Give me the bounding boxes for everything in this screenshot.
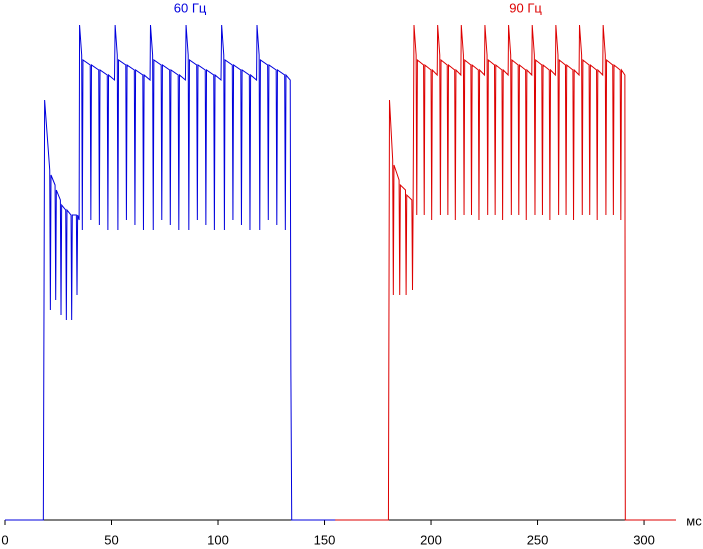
- x-tick-label: 150: [314, 532, 336, 547]
- x-tick-label: 100: [207, 532, 229, 547]
- x-axis-label: мс: [686, 513, 702, 528]
- x-tick-label: 300: [633, 532, 655, 547]
- x-tick-label: 50: [104, 532, 118, 547]
- series-line: [5, 24, 336, 521]
- x-tick-label: 200: [420, 532, 442, 547]
- x-tick-label: 250: [527, 532, 549, 547]
- series-label: 90 Гц: [509, 0, 542, 15]
- series-label: 60 Гц: [174, 0, 207, 15]
- x-tick-label: 0: [1, 532, 8, 547]
- series-line: [335, 24, 676, 521]
